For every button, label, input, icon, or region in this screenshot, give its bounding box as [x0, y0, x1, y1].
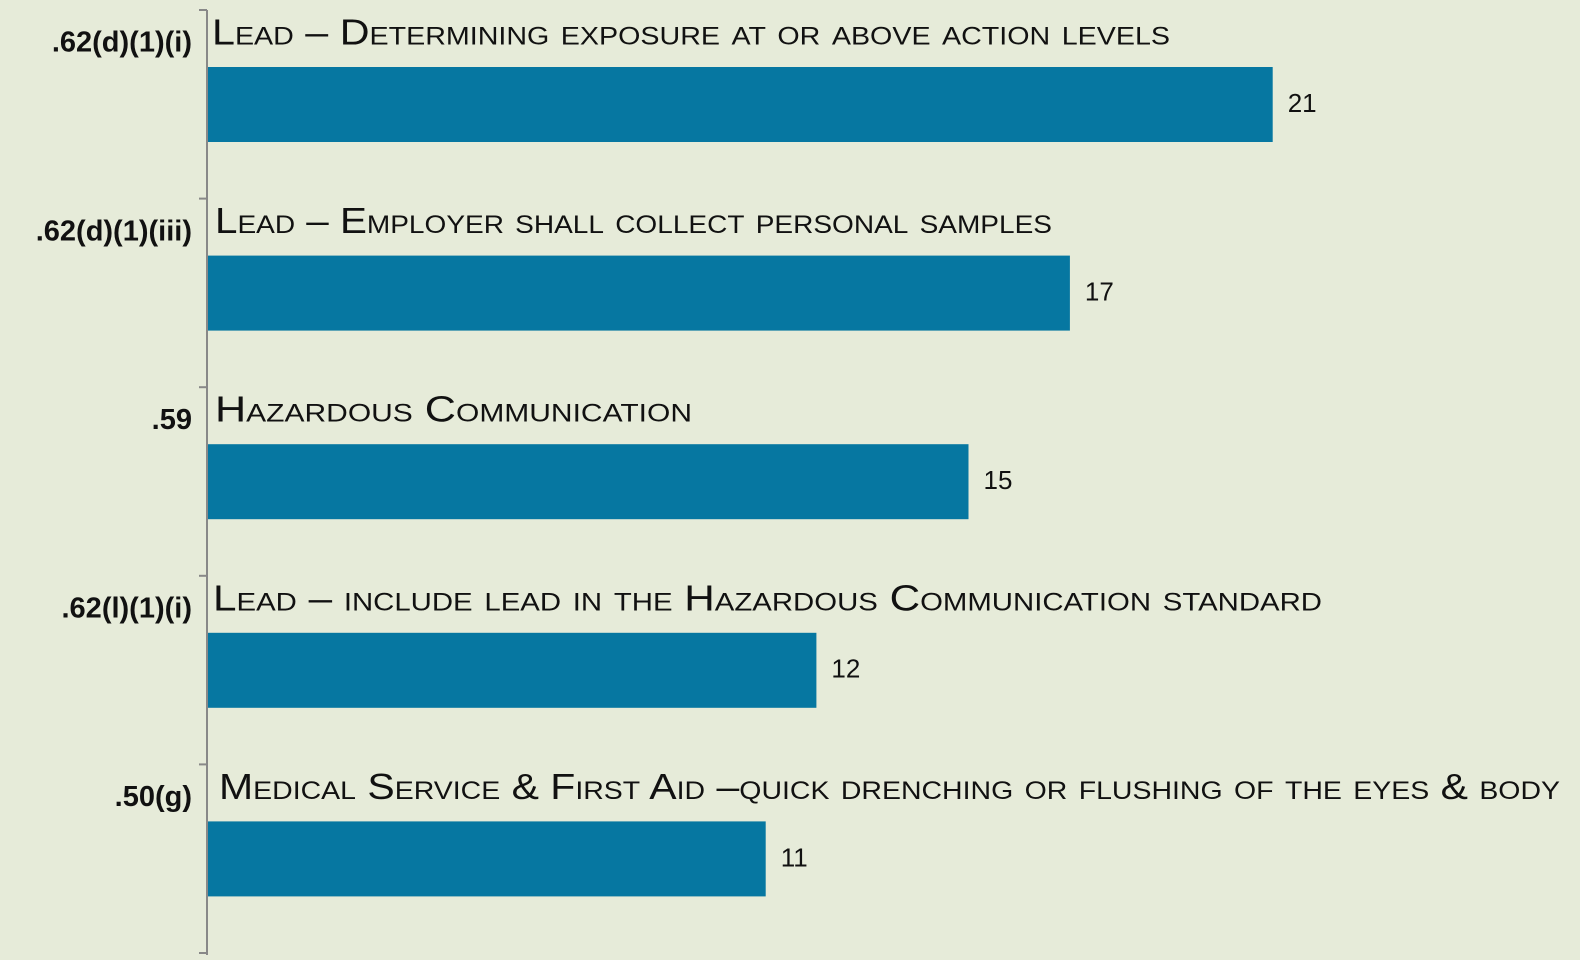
value-label: 12	[831, 654, 860, 684]
category-label: .50(g)	[115, 781, 192, 813]
bar	[208, 67, 1273, 142]
value-label: 11	[781, 842, 808, 872]
category-label: .62(l)(1)(i)	[62, 592, 193, 624]
category-label: .59	[152, 404, 192, 436]
bar-description: Lead – Employer shall collect personal s…	[215, 200, 1052, 241]
bar-description: Hazardous Communication	[215, 389, 692, 430]
category-label: .62(d)(1)(i)	[52, 27, 192, 59]
category-label: .62(d)(1)(iii)	[36, 215, 192, 247]
value-label: 15	[984, 465, 1013, 495]
bar	[208, 444, 969, 520]
bar	[208, 255, 1070, 331]
bar	[208, 632, 817, 708]
bar	[208, 821, 766, 897]
value-label: 17	[1085, 276, 1114, 306]
bar-description: Lead – include lead in the Hazardous Com…	[213, 577, 1322, 618]
bar-description: Lead – Determining exposure at or above …	[212, 12, 1170, 53]
bar-description: Medical Service & First Aid –quick drenc…	[219, 766, 1560, 807]
value-label: 21	[1288, 88, 1317, 118]
